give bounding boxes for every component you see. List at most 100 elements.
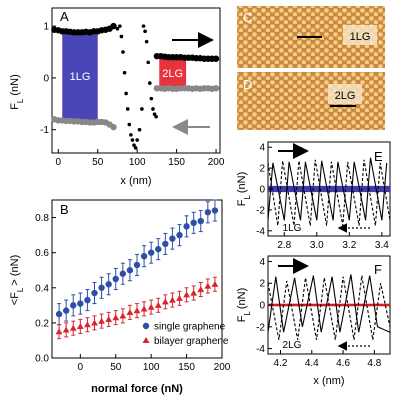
- panel-f-xtick-label: 4.4: [305, 358, 319, 369]
- single-graphene-point: [155, 245, 162, 253]
- single-graphene-point: [77, 300, 84, 307]
- legend-bilayer-marker: [142, 337, 150, 343]
- panel-f-trace-line: [267, 274, 391, 333]
- panel-b-ytick-label: 0.2: [35, 318, 49, 329]
- legend-single-marker: [142, 322, 150, 330]
- panel-d-letter: D: [243, 77, 252, 92]
- panel-a-point: [154, 114, 158, 119]
- bilayer-graphene-point: [190, 289, 198, 296]
- panel-a-point: [143, 29, 147, 34]
- panel-b-ytick-label: 0.6: [35, 248, 49, 259]
- panel-a-y-label: FL(nN): [9, 74, 25, 110]
- bilayer-graphene-point: [197, 286, 205, 293]
- panel-f-xtick-label: 4.6: [336, 358, 350, 369]
- panel-b-ytick-label: 0.4: [35, 283, 49, 294]
- region-1lg: [62, 31, 98, 121]
- panel-a-xtick-label: 150: [168, 157, 185, 168]
- panel-b-ytick-label: 0.0: [35, 354, 49, 365]
- panel-a-point: [149, 96, 154, 101]
- panel-e-ytick-label: -2: [256, 205, 265, 216]
- panel-a-frame: [51, 7, 221, 154]
- panel-e-ytick-label: -4: [256, 226, 265, 237]
- panel-f-x-ticks: 4.2 4.4 4.6 4.8: [274, 350, 382, 369]
- panel-e-label: 1LG: [283, 223, 302, 234]
- panel-a-ytick-label: 0: [43, 73, 49, 84]
- panel-a-point: [119, 34, 124, 39]
- single-graphene-point: [105, 281, 112, 288]
- panel-b-x-ticks: 0 50 100 150 200: [78, 354, 231, 373]
- panel-d-label-bg: [328, 84, 362, 104]
- panel-e-ytick-label: 2: [259, 164, 265, 175]
- bilayer-graphene-point: [55, 328, 63, 335]
- panel-e-data: [267, 157, 391, 226]
- bilayer-graphene-point: [211, 280, 219, 287]
- panel-e-y-label: FL(nN): [236, 172, 252, 207]
- single-graphene-point: [190, 219, 197, 227]
- panel-f-ytick-label: 2: [259, 279, 265, 290]
- panel-a-point: [151, 107, 155, 111]
- bilayer-graphene-point: [161, 298, 169, 305]
- panel-e-letter: E: [374, 149, 383, 164]
- single-graphene-point: [126, 267, 134, 274]
- panel-e-xtick-label: 3.4: [375, 240, 389, 251]
- panel-d-image: [237, 72, 385, 130]
- panel-a: A 1LG 2LG 1 0 -1 0 50 100 150 200 FL(nN) x (nm…: [9, 7, 225, 187]
- single-graphene-point: [84, 296, 91, 304]
- panel-e: E 1LG 4 2 0 -2 -4 2.8 3.0 3.2 3.4 FL(nN): [236, 141, 391, 251]
- panel-b-xtick-label: 0: [78, 362, 84, 373]
- panel-f-ytick-label: -4: [256, 344, 265, 355]
- single-graphene-point: [62, 307, 70, 314]
- panel-a-point: [127, 122, 132, 127]
- panel-a-letter: A: [60, 9, 69, 24]
- panel-a-point: [118, 24, 122, 28]
- panel-a-point: [115, 26, 120, 31]
- panel-a-x-label: x (nm): [120, 175, 151, 187]
- single-graphene-point: [55, 310, 63, 318]
- panel-a-x-ticks: 0 50 100 150 200: [56, 149, 225, 168]
- panel-a-point: [146, 60, 151, 65]
- bilayer-graphene-point: [154, 301, 162, 308]
- panel-a-point: [132, 143, 136, 148]
- bilayer-graphene-point: [147, 303, 155, 310]
- bilayer-graphene-point: [112, 314, 120, 321]
- single-graphene-point: [197, 217, 204, 225]
- panel-f-data: [267, 274, 391, 340]
- panel-c-label-bg: [343, 25, 377, 45]
- single-graphene-point: [176, 231, 183, 239]
- region-2lg-label: 2LG: [162, 68, 183, 80]
- panel-b-ytick-label: 0.8: [35, 213, 49, 224]
- panel-a-point: [152, 112, 157, 116]
- single-graphene-point: [211, 207, 219, 214]
- legend-single-label: single graphene: [154, 322, 226, 333]
- single-graphene-point: [98, 284, 105, 291]
- bilayer-graphene-point: [204, 282, 212, 289]
- panel-e-retrace-line: [267, 159, 391, 226]
- panel-a-data: [51, 22, 220, 150]
- panel-b-legend: single graphene bilayer graphene: [142, 322, 229, 347]
- single-graphene-point: [204, 209, 212, 216]
- panel-a-point: [140, 107, 144, 111]
- panel-e-ytick-label: 0: [259, 185, 265, 196]
- region-1lg-label: 1LG: [70, 71, 91, 83]
- panel-f-y-label: FL(nN): [236, 288, 252, 323]
- single-graphene-point: [140, 252, 148, 260]
- panel-a-point: [130, 138, 135, 142]
- bilayer-graphene-point: [69, 324, 77, 331]
- panel-f-letter: F: [374, 262, 382, 277]
- panel-e-xtick-label: 3.0: [310, 240, 324, 251]
- panel-a-ytick-label: -1: [40, 125, 49, 136]
- bilayer-graphene-point: [176, 294, 183, 301]
- panel-f-retrace-line: [267, 275, 391, 340]
- panel-e-x-ticks: 2.8 3.0 3.2 3.4: [277, 232, 389, 251]
- panel-b-data: [55, 199, 219, 340]
- panel-a-point: [133, 146, 138, 150]
- panel-d: D 2LG: [237, 72, 385, 130]
- single-graphene-point: [183, 223, 190, 230]
- panel-f: F 2LG 4 2 0 -2 -4 4.2 4.4 4.6 4.8 FL(nN) x (nm): [236, 255, 391, 387]
- panel-b-letter: B: [60, 202, 69, 217]
- panel-b-xtick-label: 50: [110, 362, 122, 373]
- panel-b-x-label: normal force (nN): [91, 383, 183, 395]
- panel-a-point: [124, 91, 128, 96]
- single-graphene-point: [147, 249, 155, 256]
- bilayer-graphene-point: [140, 305, 148, 312]
